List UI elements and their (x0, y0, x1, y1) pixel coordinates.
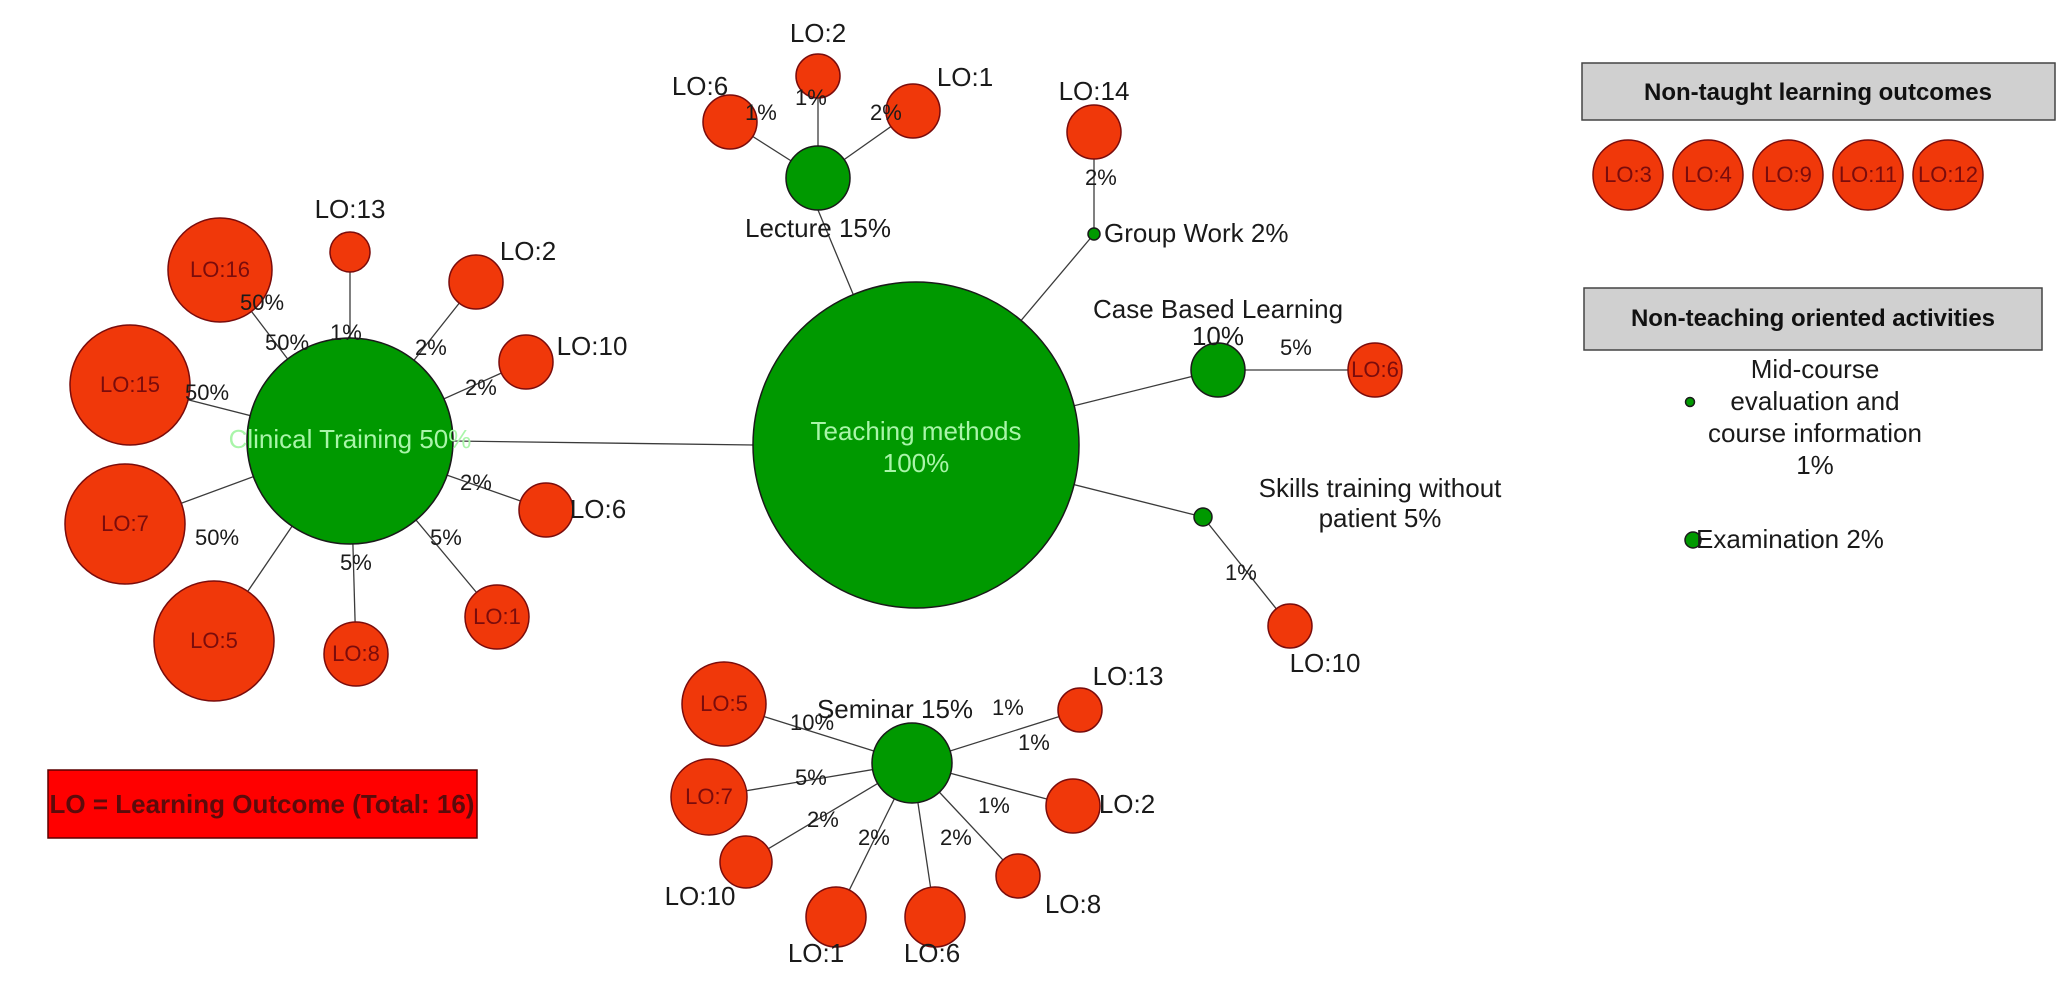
svg-text:LO:13: LO:13 (315, 194, 386, 224)
svg-text:Seminar 15%: Seminar 15% (817, 694, 973, 724)
svg-text:LO:4: LO:4 (1684, 162, 1732, 187)
svg-text:2%: 2% (415, 335, 447, 360)
svg-text:LO:2: LO:2 (790, 18, 846, 48)
svg-text:50%: 50% (185, 380, 229, 405)
svg-text:Teaching methods: Teaching methods (810, 416, 1021, 446)
svg-text:2%: 2% (465, 375, 497, 400)
svg-text:LO:2: LO:2 (1099, 789, 1155, 819)
svg-text:LO:5: LO:5 (700, 691, 748, 716)
svg-text:LO:2: LO:2 (500, 236, 556, 266)
svg-text:2%: 2% (1085, 165, 1117, 190)
svg-text:Lecture 15%: Lecture 15% (745, 213, 891, 243)
svg-text:1%: 1% (330, 320, 362, 345)
svg-text:5%: 5% (430, 525, 462, 550)
svg-text:LO:6: LO:6 (1351, 357, 1399, 382)
svg-text:Group Work 2%: Group Work 2% (1104, 218, 1288, 248)
svg-text:Skills training without: Skills training without (1259, 473, 1503, 503)
svg-text:10%: 10% (1192, 321, 1244, 351)
svg-text:LO = Learning Outcome (Total:: LO = Learning Outcome (Total: 16) (50, 789, 475, 819)
svg-text:LO:6: LO:6 (904, 938, 960, 968)
svg-text:LO:14: LO:14 (1059, 76, 1130, 106)
svg-text:Case Based Learning: Case Based Learning (1093, 294, 1343, 324)
svg-text:5%: 5% (795, 765, 827, 790)
svg-text:2%: 2% (460, 470, 492, 495)
svg-text:LO:7: LO:7 (685, 784, 733, 809)
svg-text:LO:9: LO:9 (1764, 162, 1812, 187)
svg-text:5%: 5% (1280, 335, 1312, 360)
svg-text:LO:7: LO:7 (101, 511, 149, 536)
svg-text:evaluation and: evaluation and (1730, 386, 1899, 416)
svg-text:LO:8: LO:8 (1045, 889, 1101, 919)
svg-text:LO:1: LO:1 (473, 604, 521, 629)
svg-text:Non-taught learning outcomes: Non-taught learning outcomes (1644, 79, 1992, 106)
svg-text:50%: 50% (265, 330, 309, 355)
svg-text:LO:5: LO:5 (190, 628, 238, 653)
svg-text:LO:6: LO:6 (672, 71, 728, 101)
svg-text:1%: 1% (1018, 730, 1050, 755)
svg-text:LO:12: LO:12 (1918, 162, 1978, 187)
svg-text:LO:10: LO:10 (557, 331, 628, 361)
svg-text:2%: 2% (870, 100, 902, 125)
svg-text:1%: 1% (795, 85, 827, 110)
svg-text:1%: 1% (1796, 450, 1834, 480)
svg-text:1%: 1% (1225, 560, 1257, 585)
svg-text:Non-teaching oriented activiti: Non-teaching oriented activities (1631, 305, 1995, 332)
svg-text:LO:10: LO:10 (1290, 648, 1361, 678)
svg-text:2%: 2% (858, 825, 890, 850)
svg-text:LO:10: LO:10 (665, 881, 736, 911)
svg-text:LO:11: LO:11 (1839, 162, 1897, 187)
svg-text:Clinical Training 50%: Clinical Training 50% (229, 424, 472, 454)
svg-text:Examination 2%: Examination 2% (1696, 524, 1884, 554)
svg-text:50%: 50% (195, 525, 239, 550)
svg-text:1%: 1% (745, 100, 777, 125)
svg-text:1%: 1% (992, 695, 1024, 720)
svg-text:Mid-course: Mid-course (1751, 354, 1880, 384)
svg-text:LO:15: LO:15 (100, 372, 160, 397)
svg-text:100%: 100% (883, 448, 950, 478)
svg-text:1%: 1% (978, 793, 1010, 818)
svg-text:LO:1: LO:1 (788, 938, 844, 968)
svg-text:50%: 50% (240, 290, 284, 315)
svg-text:LO:6: LO:6 (570, 494, 626, 524)
svg-text:LO:8: LO:8 (332, 641, 380, 666)
svg-text:LO:16: LO:16 (190, 257, 250, 282)
svg-text:2%: 2% (940, 825, 972, 850)
svg-text:LO:1: LO:1 (937, 62, 993, 92)
svg-text:patient 5%: patient 5% (1319, 503, 1442, 533)
svg-text:LO:3: LO:3 (1604, 162, 1652, 187)
svg-text:LO:13: LO:13 (1093, 661, 1164, 691)
svg-text:2%: 2% (807, 807, 839, 832)
svg-text:5%: 5% (340, 550, 372, 575)
svg-text:course information: course information (1708, 418, 1922, 448)
